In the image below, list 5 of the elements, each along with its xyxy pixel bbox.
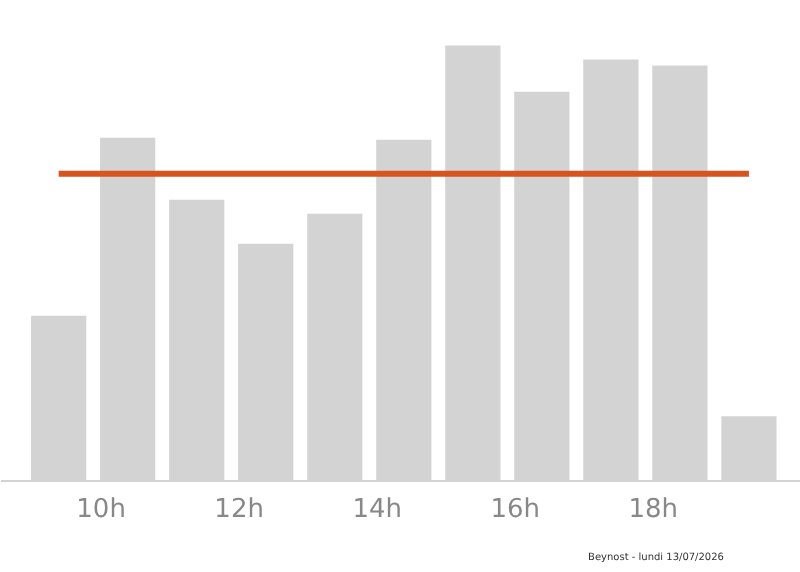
x-tick-label: 14h [352,495,402,525]
x-tick-label: 10h [76,495,126,525]
x-tick-label: 12h [214,495,264,525]
x-tick-label: 16h [490,495,541,525]
x-tick-label: 18h [628,495,679,525]
